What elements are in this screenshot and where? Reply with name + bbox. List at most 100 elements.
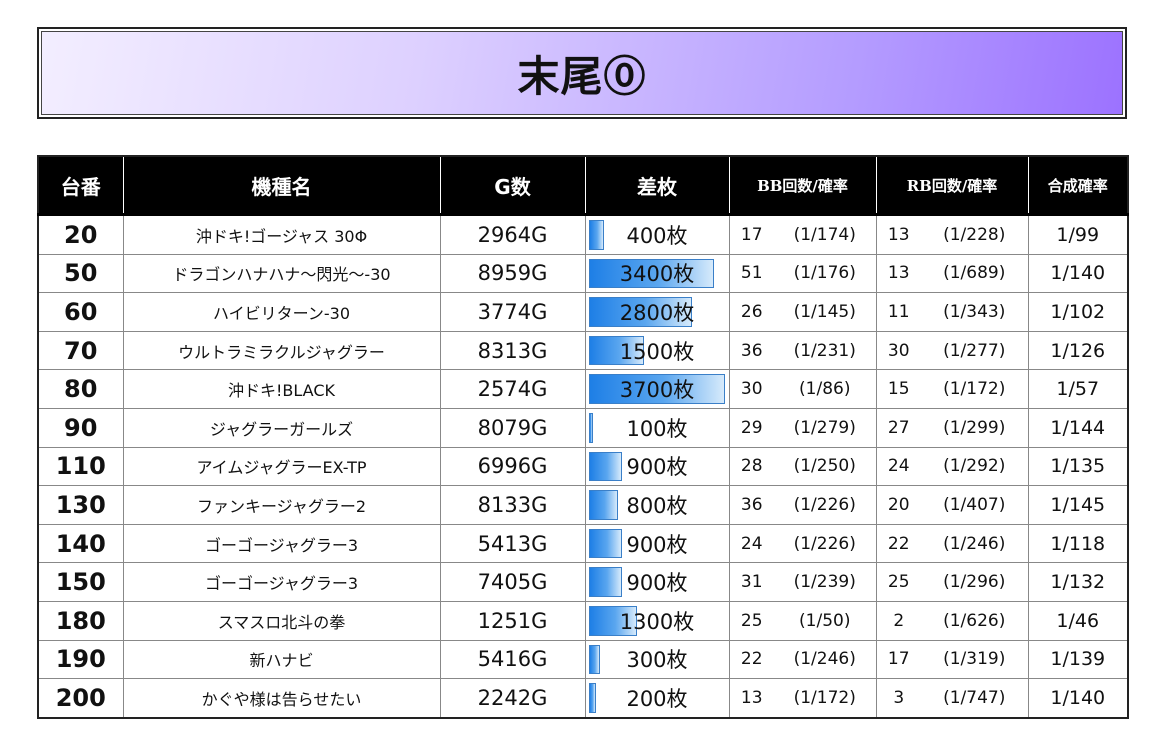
coin-difference-value: 400枚 <box>626 223 688 248</box>
table-row: 140 ゴーゴージャグラー3 5413G 900枚 24 (1/226) 22 (1/246)… <box>37 523 1129 564</box>
machine-number-cell: 200 <box>37 678 124 719</box>
coin-difference-cell: 900枚 <box>584 446 730 487</box>
bb-probability-cell: (1/176) <box>774 253 877 294</box>
title-banner: 末尾⓪ <box>37 27 1127 119</box>
coin-difference-value: 3700枚 <box>619 378 695 403</box>
coin-difference-bar <box>588 644 600 675</box>
machine-name-cell: 沖ドキ!ゴージャス 30Φ <box>122 214 441 255</box>
coin-difference-cell: 2800枚 <box>584 292 730 332</box>
coin-difference-cell: 1300枚 <box>584 600 730 641</box>
coin-difference-bar <box>588 374 725 404</box>
bb-count-cell: 29 <box>728 407 774 448</box>
machine-name-cell: スマスロ北斗の拳 <box>122 600 441 641</box>
combined-probability-cell: 1/46 <box>1027 600 1129 641</box>
rb-count-cell: 24 <box>875 446 921 487</box>
bb-count-cell: 28 <box>728 446 774 487</box>
machine-number-cell: 60 <box>37 292 124 332</box>
rb-probability-cell: (1/407) <box>921 485 1029 525</box>
bb-probability-cell: (1/226) <box>774 523 877 564</box>
bb-count-cell: 22 <box>728 639 774 680</box>
coin-difference-bar <box>588 412 593 443</box>
bb-probability-cell: (1/246) <box>774 639 877 680</box>
bb-count-cell: 17 <box>728 214 774 255</box>
game-count-cell: 7405G <box>439 562 586 602</box>
coin-difference-cell: 1500枚 <box>584 330 730 371</box>
game-count-cell: 6996G <box>439 446 586 487</box>
coin-difference-cell: 800枚 <box>584 485 730 525</box>
machine-number-cell: 50 <box>37 253 124 294</box>
game-count-cell: 3774G <box>439 292 586 332</box>
machine-number-cell: 20 <box>37 214 124 255</box>
combined-probability-cell: 1/99 <box>1027 214 1129 255</box>
table-row: 110 アイムジャグラーEX-TP 6996G 900枚 28 (1/250) 24 (1/2… <box>37 446 1129 487</box>
rb-probability-cell: (1/228) <box>921 214 1029 255</box>
table-row: 80 沖ドキ!BLACK 2574G 3700枚 30 (1/86) 15 (1/172) 1/… <box>37 369 1129 409</box>
coin-difference-bar <box>588 258 714 289</box>
coin-difference-bar <box>588 297 692 327</box>
rb-probability-cell: (1/626) <box>921 600 1029 641</box>
rb-probability-cell: (1/277) <box>921 330 1029 371</box>
rb-count-cell: 3 <box>875 678 921 719</box>
rb-count-cell: 13 <box>875 253 921 294</box>
machine-name-cell: ハイビリターン-30 <box>122 292 441 332</box>
table-row: 60 ハイビリターン-30 3774G 2800枚 26 (1/145) 11 (1/343)… <box>37 292 1129 332</box>
game-count-cell: 8959G <box>439 253 586 294</box>
rb-probability-cell: (1/747) <box>921 678 1029 719</box>
rb-count-cell: 13 <box>875 214 921 255</box>
machine-name-cell: アイムジャグラーEX-TP <box>122 446 441 487</box>
machine-name-cell: 新ハナビ <box>122 639 441 680</box>
table-row: 190 新ハナビ 5416G 300枚 22 (1/246) 17 (1/319) 1/139 <box>37 639 1129 680</box>
table-row: 130 ファンキージャグラー2 8133G 800枚 36 (1/226) 20 (1/407… <box>37 485 1129 525</box>
table-row: 200 かぐや様は告らせたい 2242G 200枚 13 (1/172) 3 (1/747) 1… <box>37 678 1129 719</box>
game-count-cell: 5413G <box>439 523 586 564</box>
game-count-cell: 2964G <box>439 214 586 255</box>
rb-count-cell: 22 <box>875 523 921 564</box>
header-machine-name: 機種名 <box>122 156 441 216</box>
machine-name-cell: ゴーゴージャグラー3 <box>122 523 441 564</box>
machine-number-cell: 110 <box>37 446 124 487</box>
rb-probability-cell: (1/172) <box>921 369 1029 409</box>
coin-difference-bar <box>588 490 618 520</box>
table-row: 50 ドラゴンハナハナ～閃光～-30 8959G 3400枚 51 (1/176) 13 (1… <box>37 253 1129 294</box>
coin-difference-value: 300枚 <box>626 648 688 673</box>
bb-probability-cell: (1/279) <box>774 407 877 448</box>
machine-name-cell: 沖ドキ!BLACK <box>122 369 441 409</box>
combined-probability-cell: 1/126 <box>1027 330 1129 371</box>
bb-count-cell: 30 <box>728 369 774 409</box>
combined-probability-cell: 1/132 <box>1027 562 1129 602</box>
rb-probability-cell: (1/689) <box>921 253 1029 294</box>
game-count-cell: 2242G <box>439 678 586 719</box>
game-count-cell: 1251G <box>439 600 586 641</box>
combined-probability-cell: 1/140 <box>1027 678 1129 719</box>
bb-count-cell: 36 <box>728 330 774 371</box>
header-game-count: G数 <box>439 156 586 216</box>
bb-count-cell: 13 <box>728 678 774 719</box>
rb-count-cell: 25 <box>875 562 921 602</box>
combined-probability-cell: 1/57 <box>1027 369 1129 409</box>
machine-name-cell: ゴーゴージャグラー3 <box>122 562 441 602</box>
table-header-row: 台番 機種名 G数 差枚 BB回数/確率 RB回数/確率 合成確率 <box>37 156 1129 216</box>
coin-difference-bar <box>588 567 622 597</box>
bb-count-cell: 26 <box>728 292 774 332</box>
coin-difference-value: 3400枚 <box>619 262 695 287</box>
machine-number-cell: 190 <box>37 639 124 680</box>
game-count-cell: 8079G <box>439 407 586 448</box>
page-title: 末尾⓪ <box>517 51 647 101</box>
bb-probability-cell: (1/174) <box>774 214 877 255</box>
bb-probability-cell: (1/145) <box>774 292 877 332</box>
coin-difference-bar <box>588 683 596 713</box>
bb-probability-cell: (1/86) <box>774 369 877 409</box>
combined-probability-cell: 1/140 <box>1027 253 1129 294</box>
coin-difference-cell: 300枚 <box>584 639 730 680</box>
coin-difference-value: 900枚 <box>626 571 688 596</box>
header-coin-difference: 差枚 <box>584 156 730 216</box>
rb-count-cell: 17 <box>875 639 921 680</box>
machine-number-cell: 140 <box>37 523 124 564</box>
rb-count-cell: 30 <box>875 330 921 371</box>
bb-probability-cell: (1/50) <box>774 600 877 641</box>
header-rb: RB回数/確率 <box>875 156 1029 216</box>
coin-difference-cell: 400枚 <box>584 214 730 255</box>
machine-data-table: 台番 機種名 G数 差枚 BB回数/確率 RB回数/確率 合成確率 20 沖ドキ!… <box>37 155 1129 719</box>
bb-probability-cell: (1/239) <box>774 562 877 602</box>
coin-difference-cell: 200枚 <box>584 678 730 719</box>
